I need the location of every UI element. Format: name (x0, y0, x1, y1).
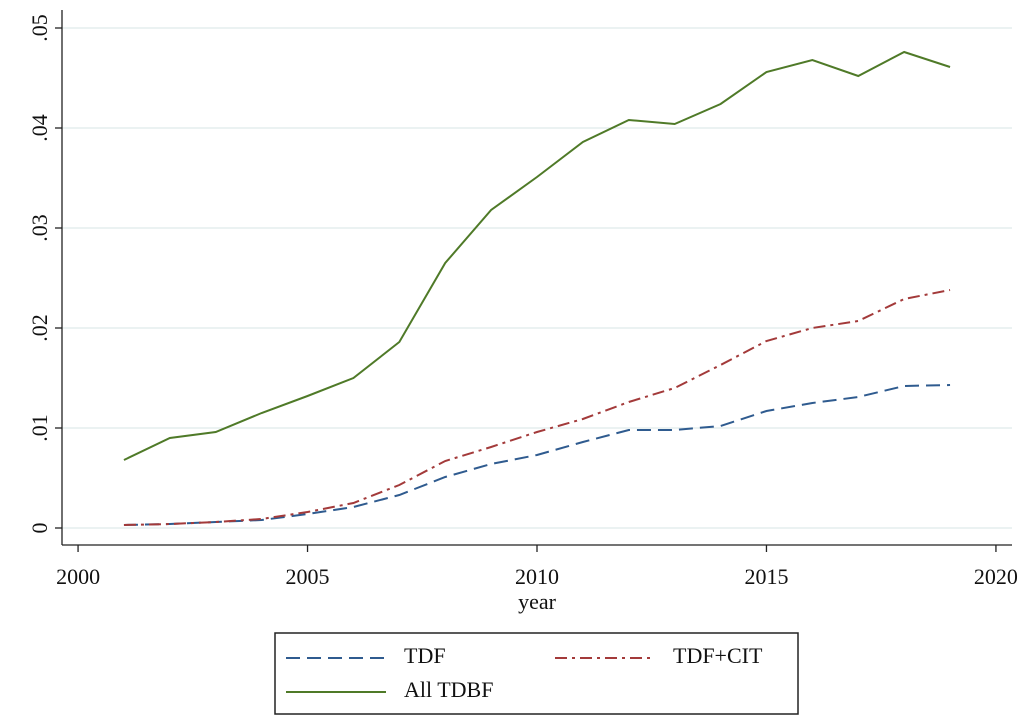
x-axis-label: year (518, 589, 557, 614)
series-line (123, 384, 951, 526)
legend-label: All TDBF (404, 677, 493, 702)
legend-box (274, 632, 799, 715)
x-tick-label: 2015 (744, 564, 788, 589)
x-tick-label: 2000 (56, 564, 100, 589)
y-tick-label: .04 (27, 114, 52, 142)
x-tick-label: 2005 (286, 564, 330, 589)
series-line (123, 289, 951, 526)
y-tick-label: .03 (27, 214, 52, 242)
y-tick-label: 0 (27, 523, 52, 534)
y-tick-label: .05 (27, 14, 52, 42)
legend-label: TDF (404, 643, 446, 668)
x-tick-label: 2020 (974, 564, 1018, 589)
x-tick-label: 2010 (515, 564, 559, 589)
legend-label: TDF+CIT (673, 643, 763, 668)
y-tick-label: .02 (27, 314, 52, 342)
y-tick-label: .01 (27, 414, 52, 442)
series-line (123, 50, 951, 461)
